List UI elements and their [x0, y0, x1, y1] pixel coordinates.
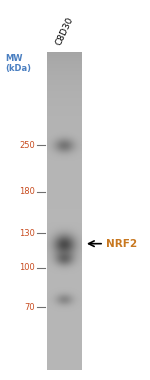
- Text: NRF2: NRF2: [106, 239, 137, 249]
- Text: C8D30: C8D30: [54, 16, 75, 47]
- Text: 180: 180: [19, 187, 35, 196]
- Text: MW
(kDa): MW (kDa): [5, 54, 31, 73]
- Text: 130: 130: [19, 228, 35, 238]
- Text: 100: 100: [19, 263, 35, 272]
- Text: 250: 250: [19, 141, 35, 149]
- Text: 70: 70: [24, 302, 35, 312]
